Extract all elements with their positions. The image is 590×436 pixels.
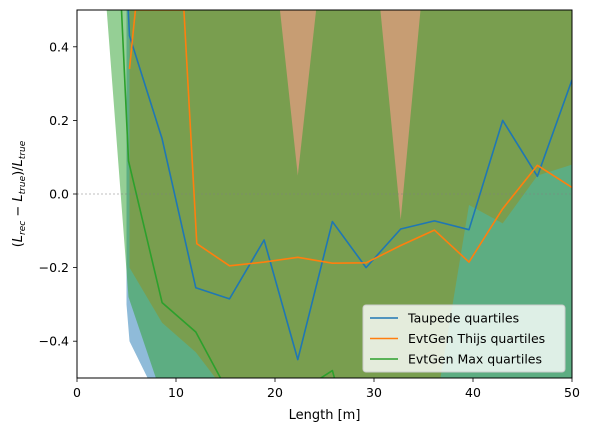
legend: Taupede quartiles EvtGen Thijs quartiles E… <box>362 304 566 373</box>
legend-box <box>362 304 566 373</box>
legend-label-1: Taupede quartiles <box>407 311 519 326</box>
y-axis-ticks: −0.4 −0.2 0.0 0.2 0.4 <box>39 39 77 349</box>
legend-label-3: EvtGen Max quartiles <box>408 352 542 367</box>
x-tick-label: 0 <box>73 385 81 400</box>
y-tick-label: −0.4 <box>39 334 69 349</box>
series-line-2 <box>128 10 572 267</box>
x-axis-label: Length [m] <box>289 408 361 423</box>
y-tick-label: 0.2 <box>49 113 69 128</box>
y-axis-label: (Lrec − Ltrue)/Ltrue <box>11 140 28 247</box>
legend-label-2: EvtGen Thijs quartiles <box>408 331 545 346</box>
x-tick-label: 50 <box>564 385 580 400</box>
x-tick-label: 10 <box>168 385 184 400</box>
x-tick-label: 30 <box>366 385 382 400</box>
series-line-1 <box>127 10 572 361</box>
quartile-band-3 <box>106 10 572 378</box>
y-tick-label: 0.4 <box>49 39 69 54</box>
y-tick-label: −0.2 <box>39 260 69 275</box>
x-axis-ticks: 0 10 20 30 40 50 <box>73 378 580 400</box>
x-tick-label: 20 <box>267 385 283 400</box>
x-tick-label: 40 <box>465 385 481 400</box>
y-tick-label: 0.0 <box>49 187 69 202</box>
